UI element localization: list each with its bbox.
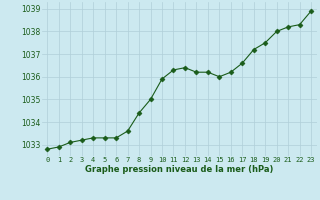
X-axis label: Graphe pression niveau de la mer (hPa): Graphe pression niveau de la mer (hPa) bbox=[85, 165, 273, 174]
